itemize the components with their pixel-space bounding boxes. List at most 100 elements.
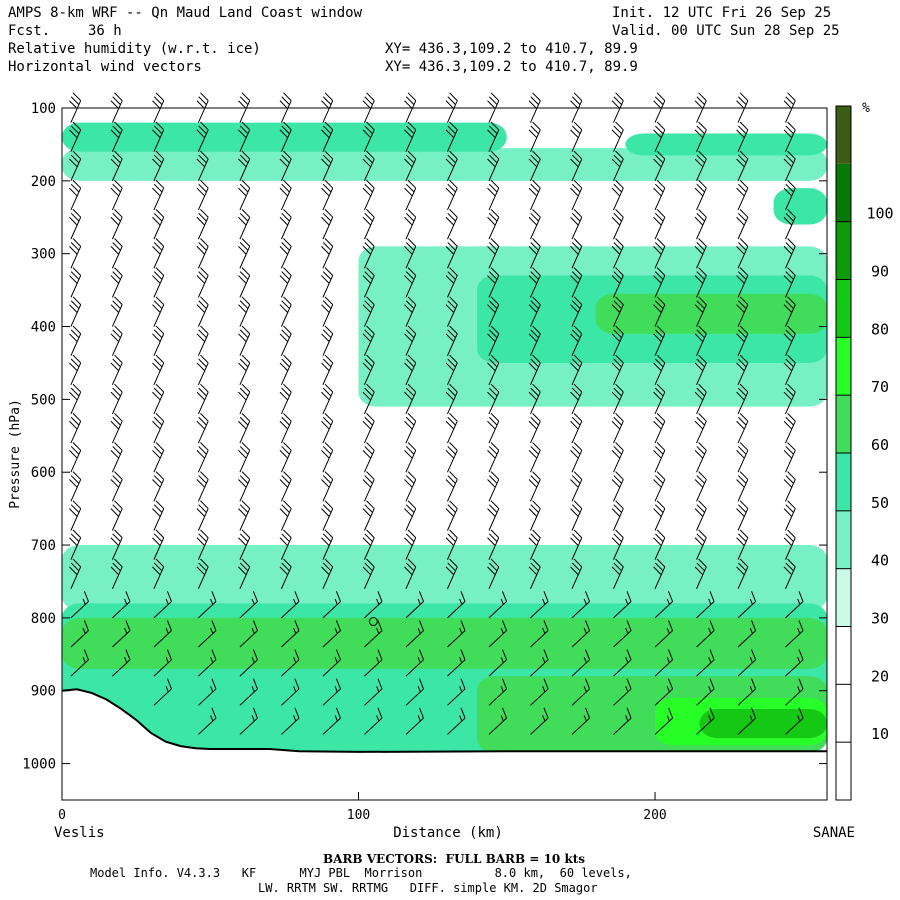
wind-barb <box>239 707 258 735</box>
terrain-mask <box>62 689 827 800</box>
wind-barb <box>447 620 466 648</box>
wind-barb <box>238 121 251 152</box>
wind-barb <box>279 267 292 298</box>
wind-barb <box>611 267 624 298</box>
wind-barb <box>736 92 749 123</box>
wind-barb <box>321 558 334 589</box>
wind-barb <box>653 500 666 531</box>
wind-barb <box>445 209 458 240</box>
y-tick-label: 300 <box>31 247 56 263</box>
wind-barb <box>653 179 666 211</box>
wind-barb <box>570 412 583 444</box>
valid-time: Valid. 00 UTC Sun 28 Sep 25 <box>612 23 840 39</box>
wind-barb <box>445 296 458 327</box>
wind-barb <box>321 296 334 327</box>
wind-barb <box>110 92 123 123</box>
wind-barb <box>279 558 292 589</box>
wind-barb <box>239 620 258 648</box>
wind-barb <box>238 500 251 531</box>
wind-barb <box>69 471 82 502</box>
wind-barb <box>110 412 123 444</box>
colorbar-label: 40 <box>871 552 889 570</box>
wind-barb <box>279 121 292 152</box>
wind-barb <box>153 591 172 619</box>
colorbar-label: 80 <box>871 320 889 338</box>
x-tick-label: 0 <box>58 808 66 823</box>
wind-barb <box>152 471 165 502</box>
rh-shading-band <box>62 148 827 181</box>
wind-barb <box>362 92 375 123</box>
wind-barb <box>69 412 82 444</box>
wind-barb <box>362 209 375 240</box>
wind-barb <box>196 442 209 473</box>
wind-barb <box>69 383 82 415</box>
wind-barb <box>570 471 583 502</box>
wind-barb <box>69 500 82 531</box>
wind-barb <box>196 558 209 589</box>
wind-barb <box>653 238 666 269</box>
wind-barb <box>362 354 375 386</box>
y-tick-label: 400 <box>31 320 56 336</box>
wind-barb <box>785 591 804 619</box>
wind-barb <box>570 325 583 356</box>
wind-barb <box>783 209 796 240</box>
wind-barb <box>152 383 165 415</box>
colorbar-segment <box>836 221 851 280</box>
wind-barb <box>152 296 165 327</box>
wind-barb <box>487 383 500 415</box>
rh-shading-band <box>773 188 827 225</box>
colorbar-label: 60 <box>871 436 889 454</box>
wind-barb <box>611 500 624 531</box>
wind-barb <box>487 179 500 211</box>
wind-barb <box>611 558 624 589</box>
wind-barb <box>696 620 715 648</box>
wind-barb <box>196 150 209 182</box>
wind-barb <box>110 121 123 152</box>
wind-barb <box>445 558 458 589</box>
wind-barb <box>528 150 541 182</box>
wind-barb <box>322 678 341 706</box>
wind-barb <box>783 238 796 269</box>
wind-barb <box>783 412 796 444</box>
wind-barb <box>613 620 632 648</box>
wind-barb <box>694 471 707 502</box>
wind-barb <box>530 620 549 648</box>
wind-barb <box>488 591 508 619</box>
wind-barb <box>321 209 334 240</box>
wind-barb <box>528 412 541 444</box>
wind-barb <box>783 471 796 502</box>
wind-barb <box>404 354 417 386</box>
init-time: Init. 12 UTC Fri 26 Sep 25 <box>612 5 832 21</box>
wind-barb <box>152 267 165 298</box>
wind-barb <box>571 678 591 706</box>
wind-barb <box>613 649 632 677</box>
wind-barb <box>279 179 292 211</box>
wind-barb <box>321 92 334 123</box>
wind-barb <box>279 354 292 386</box>
wind-barb <box>736 296 749 327</box>
wind-barb <box>694 209 707 240</box>
wind-barb <box>198 678 217 706</box>
wind-barb <box>487 558 500 589</box>
wind-barb <box>322 649 341 677</box>
field-label-rh: Relative humidity (w.r.t. ice) <box>8 41 261 57</box>
wind-barb <box>196 238 209 269</box>
wind-barb <box>653 209 666 240</box>
wind-barb <box>110 529 123 560</box>
wind-barb <box>112 591 131 619</box>
wind-barb <box>238 471 251 502</box>
colorbar-unit: % <box>862 101 870 116</box>
wind-barb <box>238 296 251 327</box>
wind-barb <box>110 179 123 211</box>
wind-barb <box>654 649 674 677</box>
wind-barb <box>783 325 796 356</box>
x-endpoint-right: SANAE <box>813 825 855 841</box>
x-tick-label: 200 <box>643 808 666 823</box>
wind-barb <box>69 442 82 473</box>
wind-barb <box>571 591 591 619</box>
wind-barb <box>736 238 749 269</box>
wind-barb <box>445 150 458 182</box>
colorbar-segment <box>836 163 851 222</box>
wind-barb <box>152 121 165 152</box>
wind-barb <box>110 354 123 386</box>
